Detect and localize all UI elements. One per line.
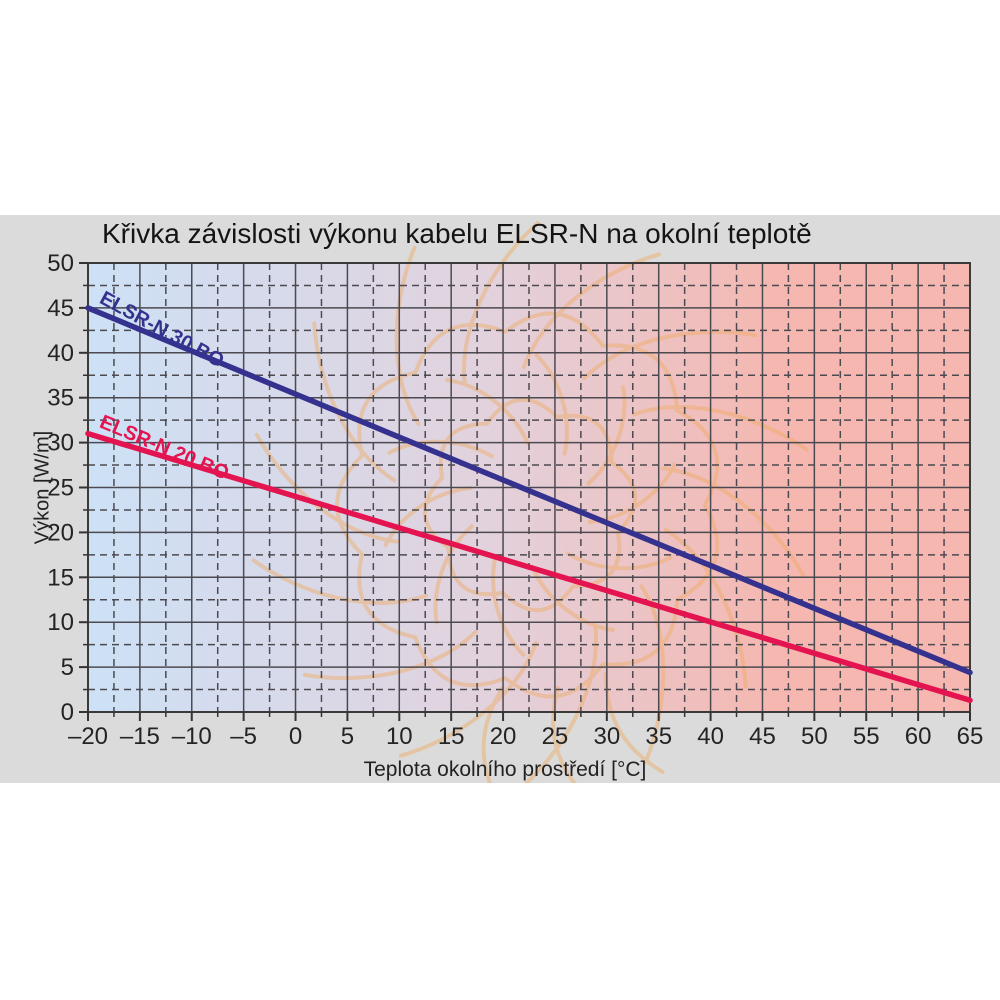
series-line-30bo [85,305,973,676]
x-tick-label: 50 [801,723,828,750]
watermark-stroke [523,624,598,783]
x-tick-label: 65 [957,723,984,750]
watermark-stroke [632,405,809,452]
y-tick-label: 10 [47,609,74,636]
y-tick-label: 0 [61,699,74,726]
watermark-stroke [582,329,758,381]
y-tick-label: 30 [47,430,74,457]
watermark-stroke [521,252,662,370]
watermark-stroke [394,245,421,426]
x-tick-label: –20 [68,723,108,750]
x-tick-label: –10 [172,723,212,750]
x-tick-label: 55 [853,723,880,750]
watermark-stroke [462,221,540,386]
chart-title: Křivka závislosti výkonu kabelu ELSR-N n… [102,218,812,249]
watermark-stroke [383,486,473,548]
x-tick-label: 20 [490,723,517,750]
x-tick-label: 35 [645,723,672,750]
y-tick-label: 40 [47,340,74,367]
y-tick-label: 5 [61,654,74,681]
series-line-20bo [85,430,973,704]
x-tick-label: 10 [386,723,413,750]
x-tick-label: 40 [697,723,724,750]
watermark-stroke [302,629,478,681]
x-axis-title: Teplota okolního prostředí [°C] [363,758,647,781]
y-tick-label: 25 [47,475,74,502]
x-tick-label: 30 [593,723,620,750]
y-tick-label: 20 [47,519,74,546]
y-axis-title: Výkon [W/m] [31,430,54,545]
x-tick-label: 25 [542,723,569,750]
y-tick-label: 50 [47,250,74,277]
x-tick-label: 5 [341,723,354,750]
y-tick-label: 45 [47,295,74,322]
x-tick-label: 0 [289,723,302,750]
watermark-stroke [335,311,720,699]
x-tick-label: 15 [438,723,465,750]
watermark-stroke [251,558,428,605]
watermark-stroke [491,554,526,657]
watermark-stroke [398,640,539,758]
y-tick-label: 15 [47,564,74,591]
x-tick-label: –5 [230,723,257,750]
x-tick-label: 45 [749,723,776,750]
x-tick-label: 60 [905,723,932,750]
x-tick-label: –15 [120,723,160,750]
watermark-stroke [445,378,530,445]
watermark-stroke [433,524,474,625]
watermark-stroke [566,551,673,571]
watermark-stroke [481,685,505,783]
y-tick-label: 35 [47,385,74,412]
